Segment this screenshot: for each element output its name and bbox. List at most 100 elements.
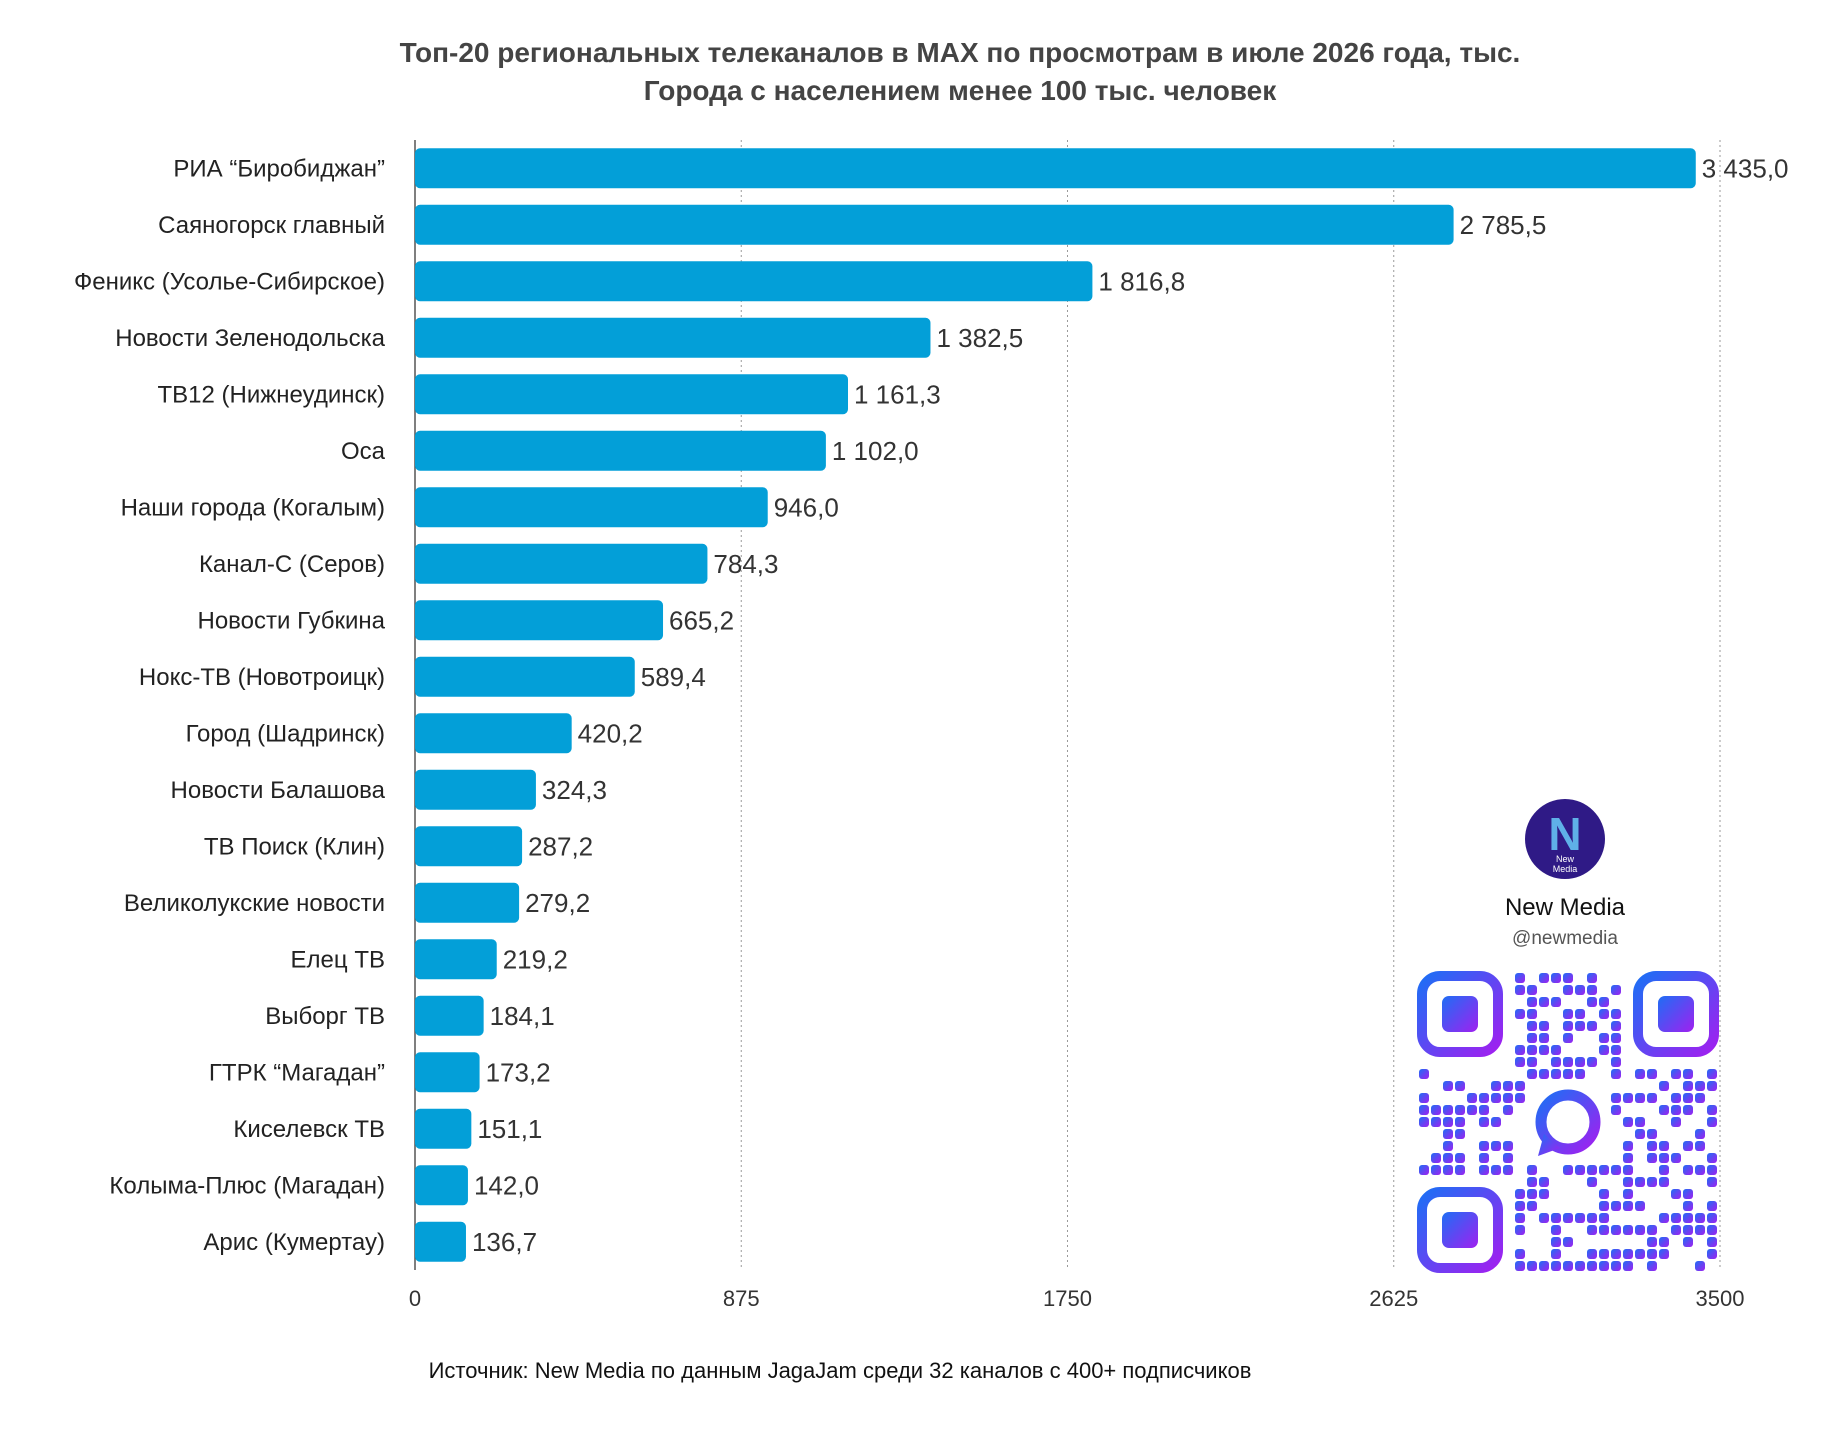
qr-module (1587, 997, 1597, 1007)
qr-module (1647, 1237, 1657, 1247)
qr-module (1503, 1093, 1513, 1103)
bar (415, 1221, 466, 1262)
qr-module (1695, 1141, 1705, 1151)
qr-center-logo-tail (1538, 1134, 1560, 1156)
qr-module (1647, 1141, 1657, 1151)
qr-module (1563, 1057, 1573, 1067)
qr-module (1563, 1033, 1573, 1043)
qr-module (1623, 1165, 1633, 1175)
value-label: 946,0 (774, 492, 839, 522)
qr-module (1623, 1225, 1633, 1235)
value-label: 1 102,0 (832, 436, 919, 466)
qr-module (1515, 1201, 1525, 1211)
category-label: Город (Шадринск) (186, 720, 385, 747)
qr-module (1611, 1057, 1621, 1067)
qr-module (1515, 1009, 1525, 1019)
value-label: 784,3 (713, 549, 778, 579)
qr-module (1575, 1261, 1585, 1271)
qr-module (1599, 1165, 1609, 1175)
bar (415, 1108, 472, 1149)
qr-module (1527, 1189, 1537, 1199)
qr-module (1503, 1081, 1513, 1091)
bar (415, 939, 497, 980)
category-label: РИА “Биробиджан” (173, 155, 385, 182)
qr-module (1491, 1081, 1501, 1091)
value-label: 665,2 (669, 605, 734, 635)
category-label: Наши города (Когалым) (121, 494, 385, 521)
category-label: Колыма-Плюс (Магадан) (109, 1172, 385, 1199)
qr-module (1707, 1237, 1717, 1247)
qr-module (1527, 1261, 1537, 1271)
value-label: 324,3 (542, 775, 607, 805)
qr-module (1575, 985, 1585, 995)
qr-module (1527, 1177, 1537, 1187)
qr-module (1551, 1213, 1561, 1223)
category-label: Новости Губкина (198, 607, 386, 634)
value-label: 173,2 (486, 1057, 551, 1087)
qr-module (1419, 1117, 1429, 1127)
value-label: 151,1 (477, 1114, 542, 1144)
qr-module (1599, 1009, 1609, 1019)
bar (415, 656, 635, 697)
qr-module (1539, 997, 1549, 1007)
qr-module (1515, 973, 1525, 983)
bar (415, 1165, 468, 1206)
qr-module (1479, 1165, 1489, 1175)
qr-module (1659, 1213, 1669, 1223)
qr-module (1455, 1129, 1465, 1139)
qr-module (1659, 1081, 1669, 1091)
qr-module (1707, 1153, 1717, 1163)
bar (415, 430, 826, 471)
category-label: Канал-С (Серов) (199, 551, 385, 578)
new-media-logo (1525, 799, 1605, 879)
qr-module (1683, 1165, 1693, 1175)
bar (415, 317, 931, 358)
qr-module (1455, 1165, 1465, 1175)
qr-module (1527, 1165, 1537, 1175)
qr-module (1587, 985, 1597, 995)
qr-module (1707, 1177, 1717, 1187)
qr-module (1635, 1177, 1645, 1187)
qr-module (1515, 1225, 1525, 1235)
qr-module (1599, 1201, 1609, 1211)
qr-module (1659, 1249, 1669, 1259)
qr-finder-center (1658, 996, 1694, 1032)
qr-module (1479, 1153, 1489, 1163)
chart-subtitle: Города с населением менее 100 тыс. челов… (644, 75, 1277, 106)
chart-title: Топ-20 региональных телеканалов в MAX по… (400, 37, 1521, 68)
value-label: 184,1 (490, 1001, 555, 1031)
qr-module (1491, 1141, 1501, 1151)
qr-module (1611, 1105, 1621, 1115)
qr-module (1707, 1249, 1717, 1259)
value-label: 287,2 (528, 831, 593, 861)
qr-module (1551, 1045, 1561, 1055)
qr-module (1695, 1093, 1705, 1103)
qr-module (1683, 1093, 1693, 1103)
qr-module (1623, 1153, 1633, 1163)
x-tick-label: 1750 (1043, 1286, 1092, 1311)
qr-module (1587, 1249, 1597, 1259)
category-label: Феникс (Усолье-Сибирское) (74, 268, 385, 295)
bar (415, 600, 664, 641)
qr-module (1551, 1237, 1561, 1247)
category-label: Новости Зеленодольска (115, 325, 385, 352)
qr-module (1647, 1249, 1657, 1259)
qr-module (1707, 1165, 1717, 1175)
qr-module (1611, 1069, 1621, 1079)
brand-name: New Media (1505, 894, 1626, 921)
qr-module (1539, 973, 1549, 983)
bar (415, 826, 523, 867)
qr-module (1671, 1093, 1681, 1103)
qr-module (1575, 1165, 1585, 1175)
qr-module (1419, 1093, 1429, 1103)
qr-module (1623, 1249, 1633, 1259)
qr-module (1611, 1261, 1621, 1271)
qr-module (1455, 1105, 1465, 1115)
qr-module (1707, 1201, 1717, 1211)
qr-module (1575, 1057, 1585, 1067)
qr-module (1647, 1261, 1657, 1271)
bar (415, 1052, 480, 1093)
qr-module (1455, 1117, 1465, 1127)
qr-module (1479, 1093, 1489, 1103)
logo-letter: N (1548, 808, 1581, 860)
